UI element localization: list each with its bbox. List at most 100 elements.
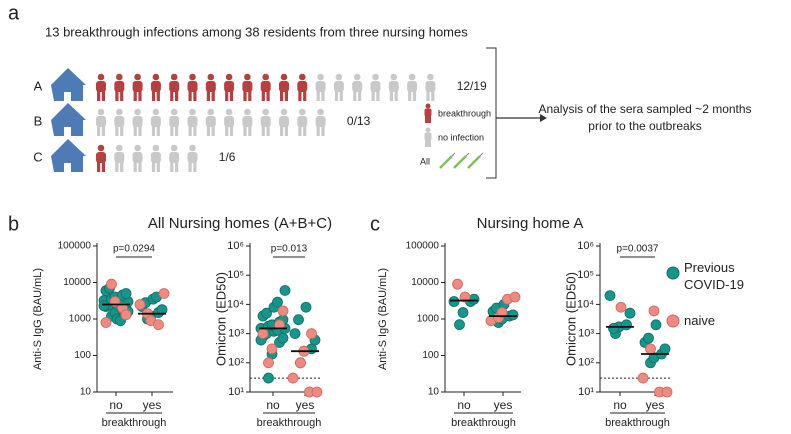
person-head	[280, 73, 288, 81]
person-leg	[101, 126, 105, 136]
data-point	[279, 285, 291, 296]
house-door	[64, 163, 71, 172]
figure-title: 13 breakthrough infections among 38 resi…	[45, 24, 468, 39]
person-leg	[206, 126, 210, 136]
legend-swatch	[666, 266, 680, 280]
person-leg	[133, 91, 137, 101]
person-leg	[115, 126, 119, 136]
person-leg	[138, 126, 142, 136]
person	[96, 108, 106, 136]
y-axis-label: Anti-S IgG (BAU/mL)	[32, 268, 44, 370]
person-leg	[316, 126, 320, 136]
person	[279, 108, 289, 136]
legend-label: All	[420, 156, 430, 166]
data-point	[507, 309, 519, 321]
data-point	[98, 300, 110, 312]
person-leg	[206, 91, 210, 101]
person-leg	[303, 91, 307, 101]
person-head	[317, 108, 324, 116]
data-point	[293, 314, 304, 326]
person-leg	[138, 91, 142, 101]
bracket	[486, 47, 497, 179]
person-body	[150, 81, 161, 92]
person	[297, 73, 308, 101]
person-leg	[151, 126, 156, 136]
data-point	[257, 328, 269, 340]
data-point	[509, 291, 521, 303]
y-axis-label: Omicron (ED50)	[213, 272, 228, 366]
person-head	[170, 144, 178, 152]
data-point	[277, 305, 289, 317]
y-tick-label: 100	[422, 350, 439, 361]
x-axis-label: breakthrough	[102, 417, 167, 429]
person-leg	[175, 126, 179, 136]
person-head	[425, 127, 431, 133]
person-leg	[101, 91, 105, 101]
legend-person	[424, 127, 432, 147]
person-leg	[298, 91, 302, 101]
person-leg	[303, 126, 307, 136]
x-tick-label: no	[109, 398, 123, 412]
person-body	[242, 81, 253, 92]
y-tick-label: 10²	[578, 357, 594, 369]
house	[51, 103, 86, 136]
x-tick-label: no	[613, 398, 627, 412]
y-tick-label: 10⁵	[577, 269, 594, 281]
person-leg	[156, 162, 160, 172]
x-axis-label: breakthrough	[257, 417, 322, 429]
data-point	[643, 332, 654, 344]
person-leg	[243, 126, 247, 136]
person-leg	[170, 126, 174, 136]
person-body	[150, 116, 161, 127]
x-axis-label: breakthrough	[605, 417, 670, 429]
person-head	[317, 73, 324, 81]
person-body	[169, 152, 180, 163]
y-tick-label: 10¹	[228, 386, 244, 398]
x-axis-label: breakthrough	[451, 417, 516, 429]
person	[242, 73, 253, 101]
person-head	[299, 73, 306, 81]
person-body	[114, 81, 125, 92]
person-body	[315, 81, 326, 92]
person-leg	[211, 126, 215, 136]
person-head	[152, 144, 160, 152]
person-leg	[97, 162, 101, 172]
data-point	[120, 288, 132, 299]
y-tick-label: 10⁶	[227, 240, 244, 252]
y-axis-label: Omicron (ED50)	[563, 272, 578, 366]
person-body	[333, 81, 344, 92]
data-point	[153, 319, 164, 331]
person-leg	[229, 91, 234, 101]
data-point	[621, 319, 632, 331]
data-point	[452, 278, 463, 290]
person-leg	[156, 91, 160, 101]
data-point	[650, 319, 662, 331]
person-leg	[358, 91, 362, 101]
data-point	[263, 372, 274, 384]
person-leg	[193, 91, 197, 101]
data-point	[311, 386, 323, 398]
y-tick-label: 10	[428, 387, 440, 398]
data-point	[604, 290, 616, 302]
person-head	[244, 73, 251, 81]
person-leg	[193, 162, 197, 172]
syringes	[439, 152, 484, 169]
person-body	[187, 81, 198, 92]
person-body	[114, 152, 125, 163]
data-point	[300, 301, 312, 313]
data-point	[648, 305, 660, 317]
legend-label: breakthrough	[438, 108, 491, 118]
person-head	[97, 144, 105, 152]
person-leg	[280, 126, 284, 136]
person-body	[205, 116, 216, 127]
y-tick-label: 10⁴	[577, 298, 594, 310]
person-leg	[151, 162, 156, 172]
person-leg	[248, 91, 252, 101]
y-tick-label: 10⁵	[227, 269, 244, 281]
person	[132, 144, 143, 172]
x-tick-label: yes	[296, 398, 315, 412]
home-label: C	[33, 149, 42, 164]
person	[96, 73, 106, 101]
person	[150, 73, 161, 101]
